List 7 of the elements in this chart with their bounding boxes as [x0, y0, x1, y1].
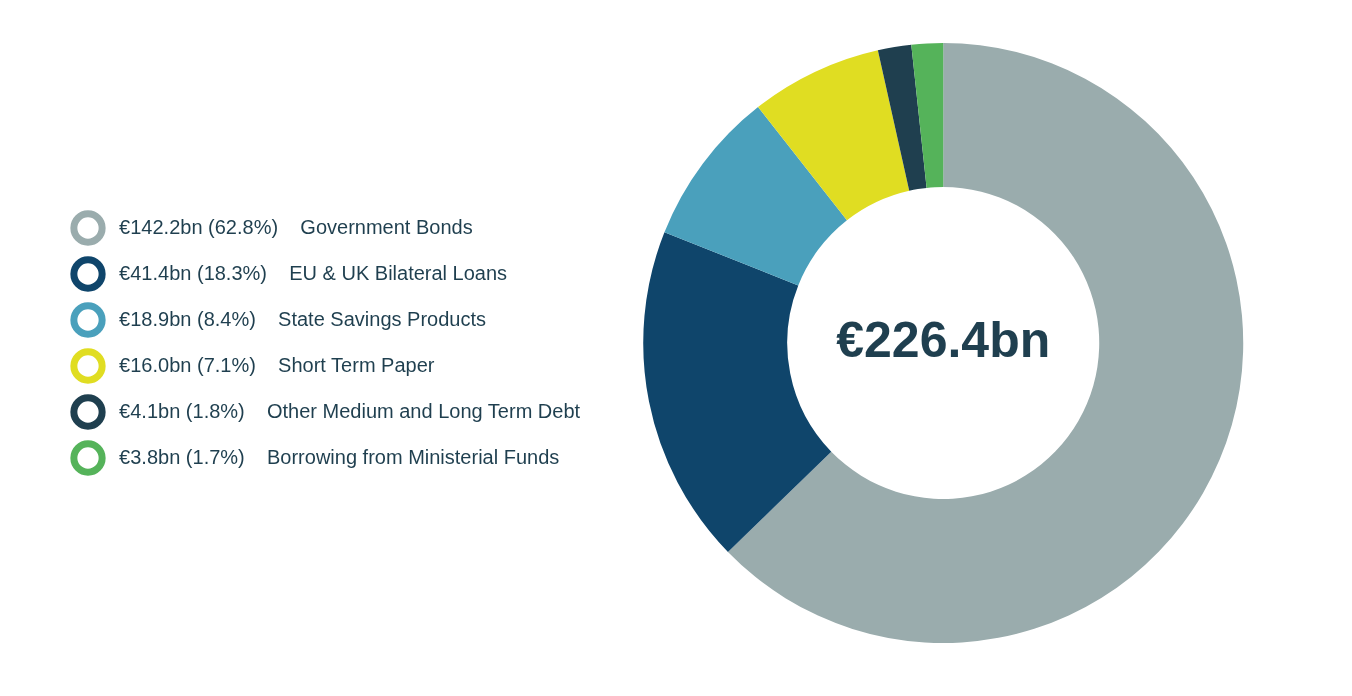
legend-label: €3.8bn (1.7%) Borrowing from Ministerial Funds: [108, 445, 560, 468]
text: €226.4bn: [836, 311, 1051, 368]
legend-label: €18.9bn (8.4%) State Savings Products: [108, 307, 486, 330]
legend-label: €16.0bn (7.1%) Short Term Paper: [108, 353, 435, 376]
legend-label: €4.1bn (1.8%) Other Medium and Long Term Debt: [108, 399, 581, 422]
legend-label: €142.2bn (62.8%) Government Bonds: [108, 215, 473, 238]
legend-label: €41.4bn (18.3%) EU & UK Bilateral Loans: [108, 261, 508, 284]
